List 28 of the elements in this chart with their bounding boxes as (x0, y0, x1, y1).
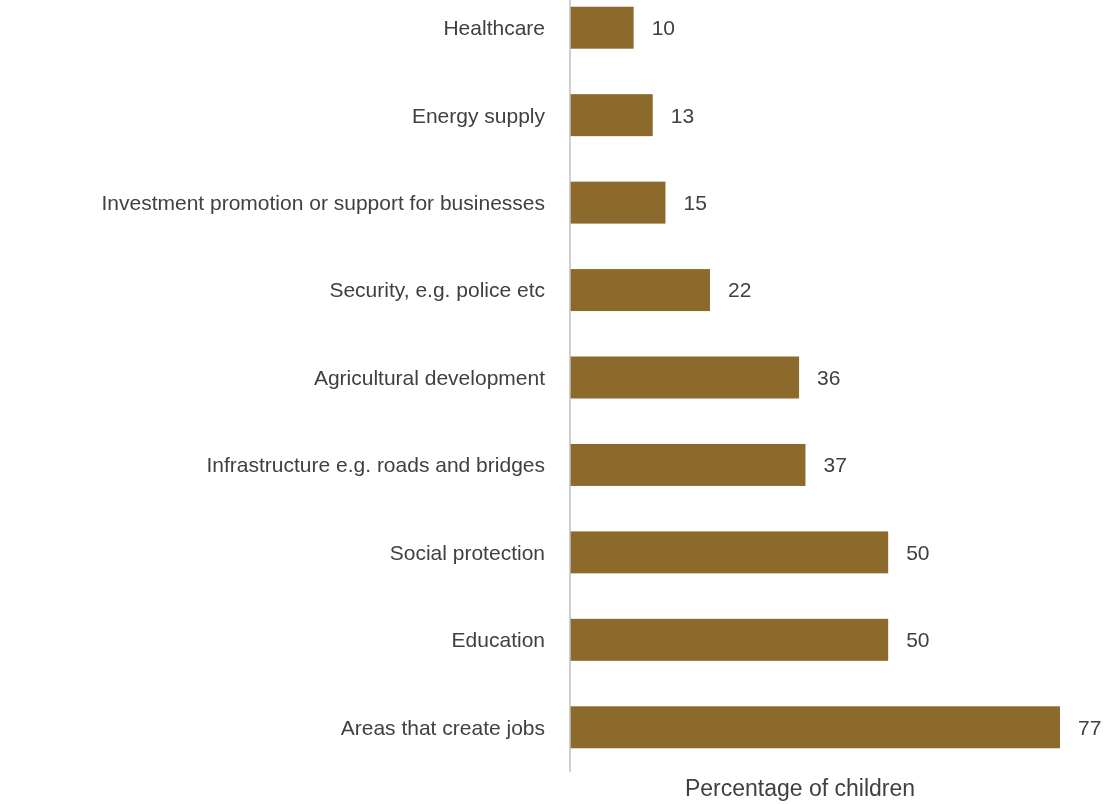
bar (570, 6, 634, 49)
data-label: 50 (906, 540, 930, 564)
bar (570, 181, 666, 224)
data-label: 50 (906, 628, 930, 652)
data-label: 13 (670, 103, 695, 127)
data-label: 37 (823, 453, 847, 477)
y-tick-label: Infrastructure e.g. roads and bridges (206, 453, 545, 477)
data-label: 36 (817, 365, 841, 389)
x-axis-title: Percentage of children (684, 775, 916, 801)
data-label: 10 (651, 16, 675, 40)
bar (570, 269, 710, 312)
bar (570, 356, 800, 399)
y-tick-label: Education (451, 628, 545, 652)
y-tick-label: Social protection (389, 540, 545, 564)
data-label: 77 (1078, 715, 1102, 739)
y-tick-label: Security, e.g. police etc (329, 278, 545, 302)
bar (570, 94, 653, 137)
y-tick-label: Healthcare (443, 16, 545, 40)
y-tick-label: Investment promotion or support for businesses (101, 190, 545, 214)
data-label: 22 (728, 278, 752, 302)
bar (570, 706, 1060, 749)
bar (570, 618, 889, 661)
y-tick-label: Areas that create jobs (340, 715, 545, 739)
y-tick-label: Agricultural development (313, 365, 546, 389)
y-tick-label: Energy supply (411, 103, 546, 127)
bar (570, 443, 806, 486)
bar (570, 531, 889, 574)
data-label: 15 (683, 190, 707, 214)
